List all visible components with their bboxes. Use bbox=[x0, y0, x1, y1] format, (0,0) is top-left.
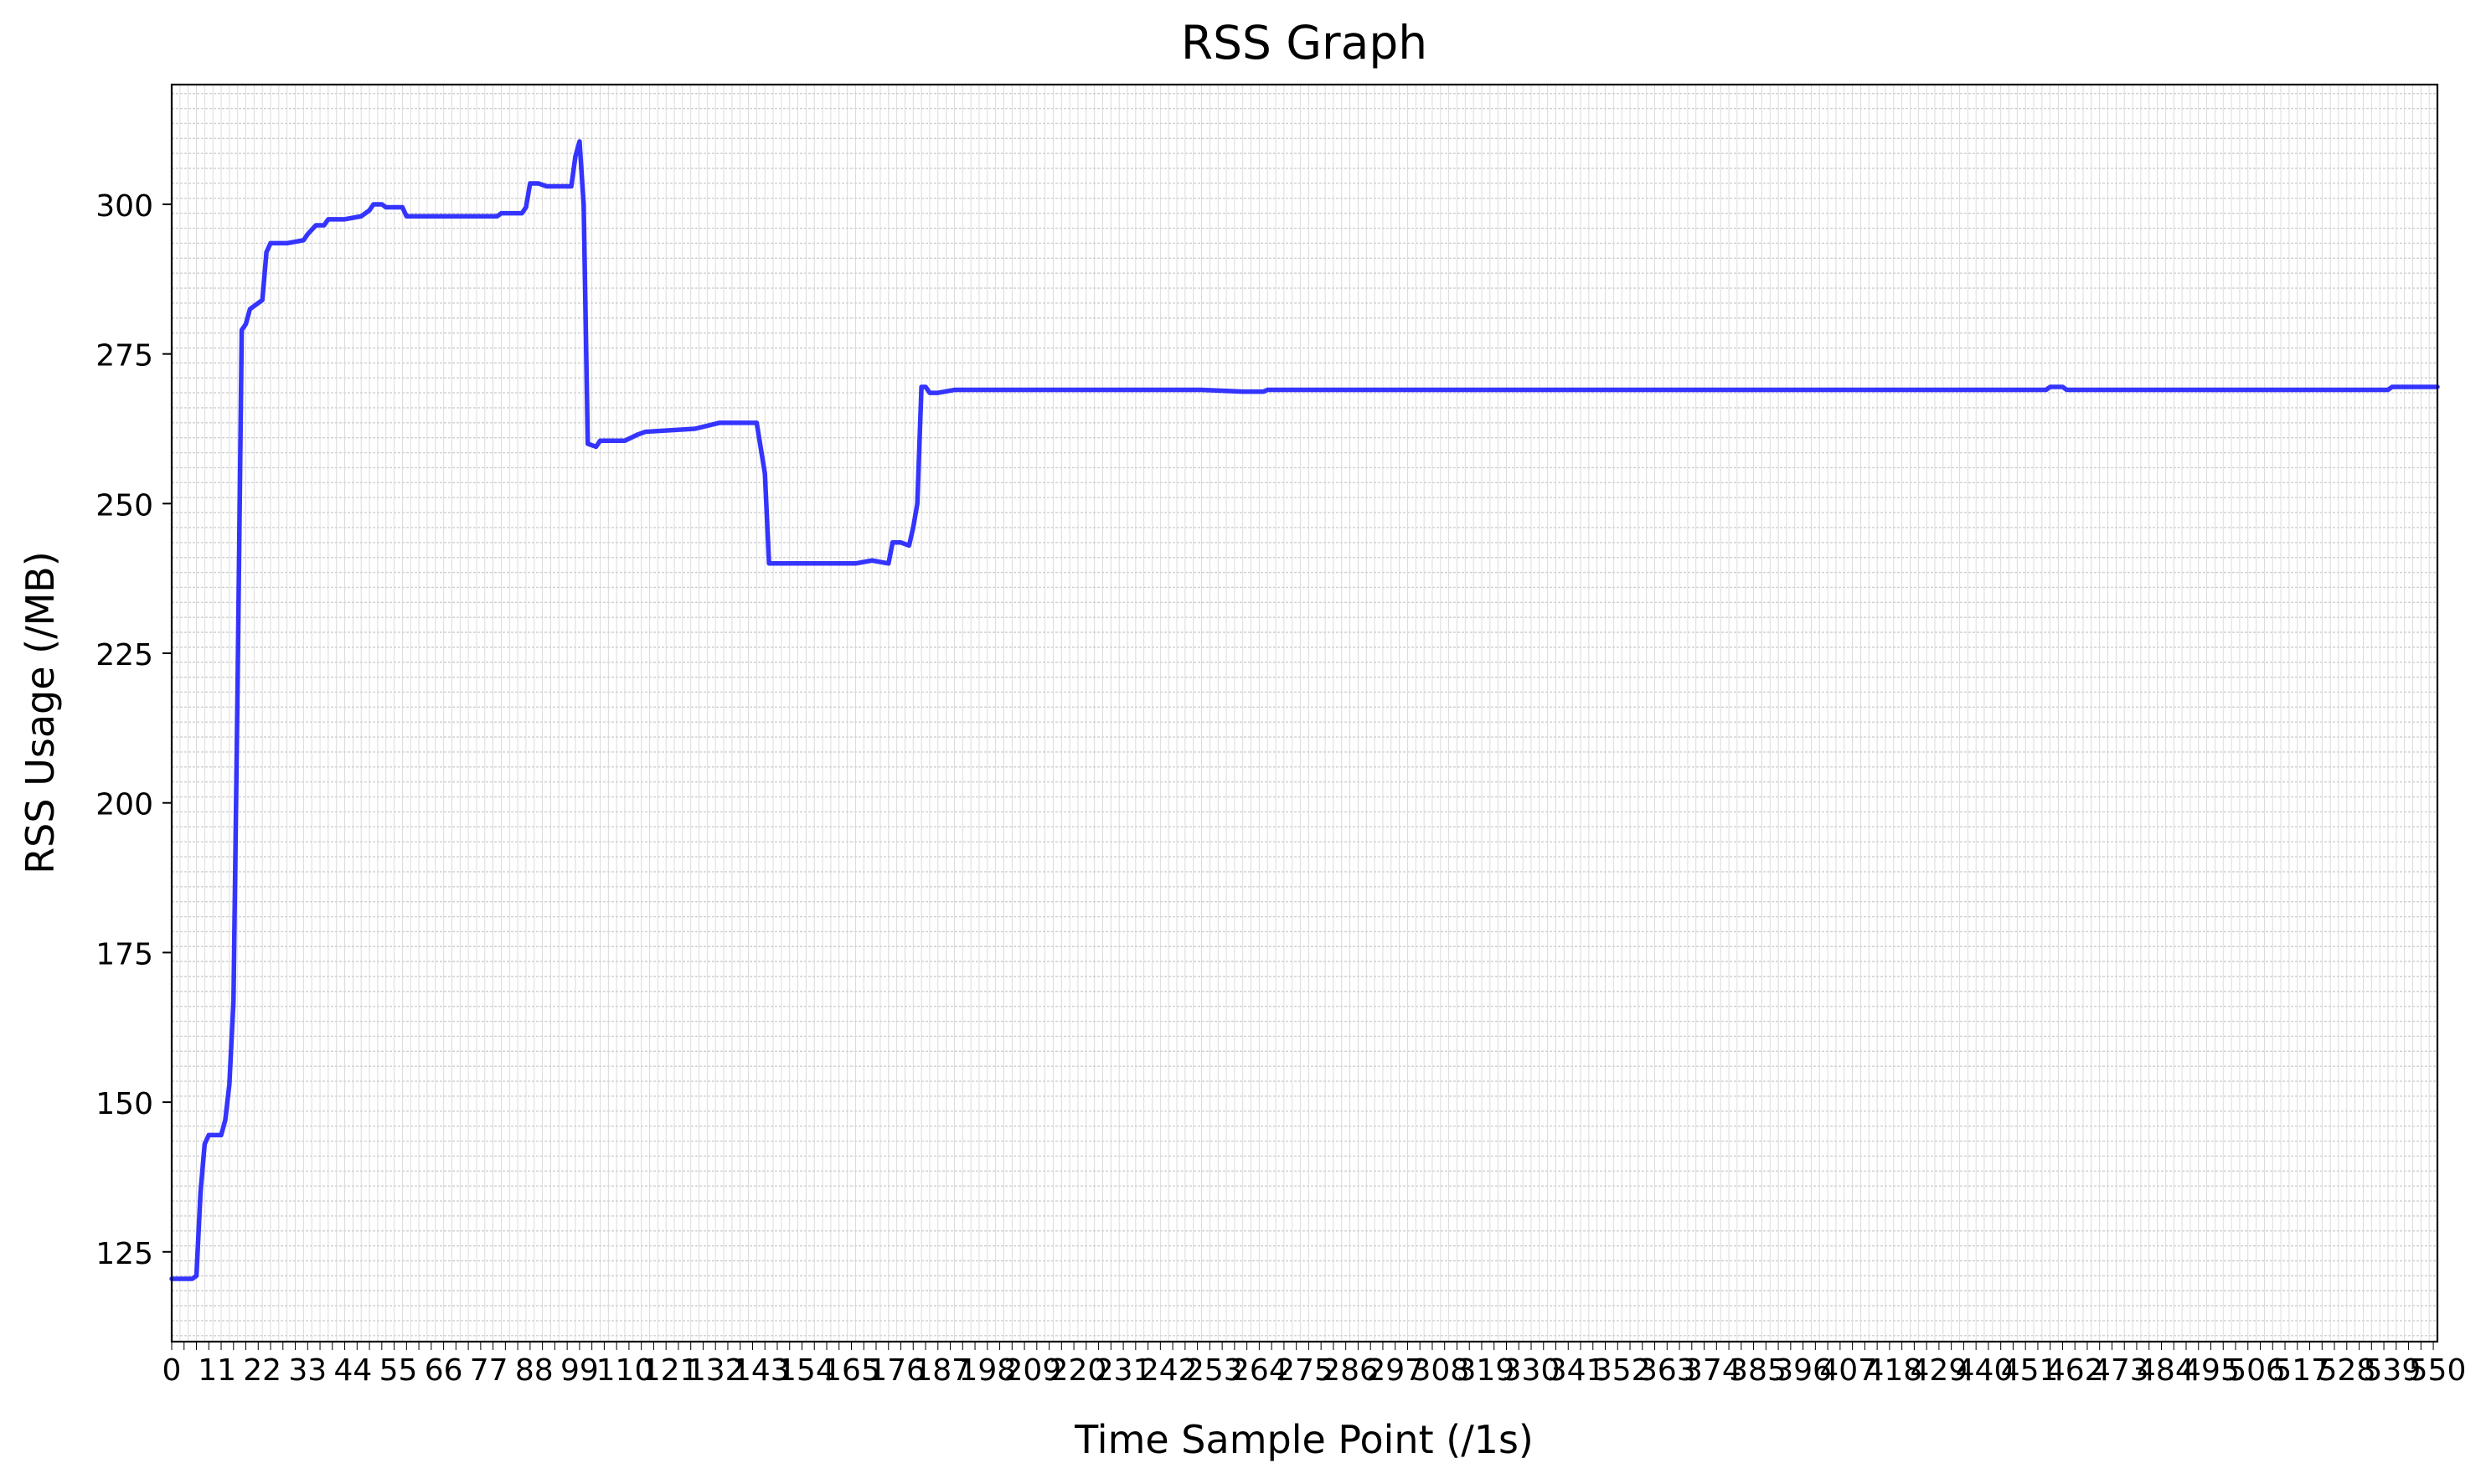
x-tick-label: 231 bbox=[1095, 1353, 1153, 1388]
x-tick-label: 407 bbox=[1819, 1353, 1877, 1388]
x-tick-label: 484 bbox=[2137, 1353, 2195, 1388]
series-layer bbox=[169, 139, 2440, 1281]
x-tick-label: 418 bbox=[1864, 1353, 1922, 1388]
x-tick-label: 440 bbox=[1956, 1353, 2014, 1388]
x-tick-label: 99 bbox=[560, 1353, 599, 1388]
x-tick-label: 528 bbox=[2318, 1353, 2375, 1388]
grid-lines bbox=[171, 85, 2438, 1342]
x-tick-label: 0 bbox=[162, 1353, 182, 1388]
x-axis-ticks: 0 11 22 33 44 55 66 77 88 99110121132143154165176… bbox=[162, 1342, 2467, 1388]
y-tick-label: 300 bbox=[95, 189, 153, 224]
plot-frame bbox=[170, 83, 2439, 1343]
x-tick-label: 550 bbox=[2409, 1353, 2467, 1388]
chart-title: RSS Graph bbox=[1181, 16, 1427, 70]
x-tick-label: 55 bbox=[379, 1353, 418, 1388]
x-tick-label: 341 bbox=[1548, 1353, 1606, 1388]
x-tick-label: 396 bbox=[1774, 1353, 1832, 1388]
x-tick-label: 517 bbox=[2272, 1353, 2330, 1388]
x-tick-label: 506 bbox=[2227, 1353, 2285, 1388]
x-tick-label: 176 bbox=[868, 1353, 926, 1388]
x-tick-label: 275 bbox=[1276, 1353, 1333, 1388]
x-tick-label: 44 bbox=[333, 1353, 372, 1388]
x-tick-label: 286 bbox=[1321, 1353, 1379, 1388]
x-tick-label: 209 bbox=[1004, 1353, 1062, 1388]
y-tick-label: 250 bbox=[95, 488, 153, 523]
y-tick-label: 200 bbox=[95, 788, 153, 822]
x-tick-label: 495 bbox=[2182, 1353, 2240, 1388]
x-tick-label: 154 bbox=[777, 1353, 835, 1388]
x-tick-label: 330 bbox=[1503, 1353, 1560, 1388]
x-tick-label: 132 bbox=[687, 1353, 745, 1388]
x-tick-label: 473 bbox=[2091, 1353, 2149, 1388]
x-tick-label: 363 bbox=[1638, 1353, 1696, 1388]
x-tick-label: 77 bbox=[470, 1353, 508, 1388]
x-tick-label: 187 bbox=[913, 1353, 971, 1388]
x-tick-label: 451 bbox=[2001, 1353, 2059, 1388]
x-tick-label: 242 bbox=[1140, 1353, 1198, 1388]
y-axis-label: RSS Usage (/MB) bbox=[18, 551, 63, 874]
x-tick-label: 88 bbox=[515, 1353, 554, 1388]
x-tick-label: 429 bbox=[1911, 1353, 1968, 1388]
x-tick-label: 165 bbox=[823, 1353, 880, 1388]
x-tick-label: 22 bbox=[243, 1353, 281, 1388]
x-tick-label: 143 bbox=[732, 1353, 790, 1388]
x-tick-label: 253 bbox=[1185, 1353, 1243, 1388]
x-tick-label: 110 bbox=[596, 1353, 654, 1388]
x-tick-label: 11 bbox=[198, 1353, 236, 1388]
x-tick-label: 374 bbox=[1684, 1353, 1741, 1388]
x-tick-label: 297 bbox=[1366, 1353, 1424, 1388]
x-tick-label: 66 bbox=[425, 1353, 463, 1388]
x-tick-label: 308 bbox=[1411, 1353, 1469, 1388]
x-tick-label: 264 bbox=[1230, 1353, 1288, 1388]
x-tick-label: 462 bbox=[2046, 1353, 2104, 1388]
y-tick-label: 125 bbox=[95, 1237, 153, 1271]
rss-usage-line bbox=[169, 139, 2440, 1281]
x-tick-label: 385 bbox=[1729, 1353, 1787, 1388]
y-tick-label: 150 bbox=[95, 1087, 153, 1121]
y-axis-ticks: 125 150 175 200 225 250 275 300 bbox=[95, 189, 172, 1271]
x-tick-label: 121 bbox=[642, 1353, 699, 1388]
y-tick-label: 275 bbox=[95, 339, 153, 374]
y-tick-label: 225 bbox=[95, 638, 153, 672]
x-tick-label: 539 bbox=[2364, 1353, 2422, 1388]
x-tick-label: 33 bbox=[288, 1353, 327, 1388]
y-tick-label: 175 bbox=[95, 937, 153, 971]
x-tick-label: 220 bbox=[1050, 1353, 1107, 1388]
x-axis-label: Time Sample Point (/1s) bbox=[1074, 1417, 1534, 1462]
x-tick-label: 319 bbox=[1457, 1353, 1515, 1388]
x-tick-label: 198 bbox=[958, 1353, 1016, 1388]
x-tick-label: 352 bbox=[1593, 1353, 1651, 1388]
